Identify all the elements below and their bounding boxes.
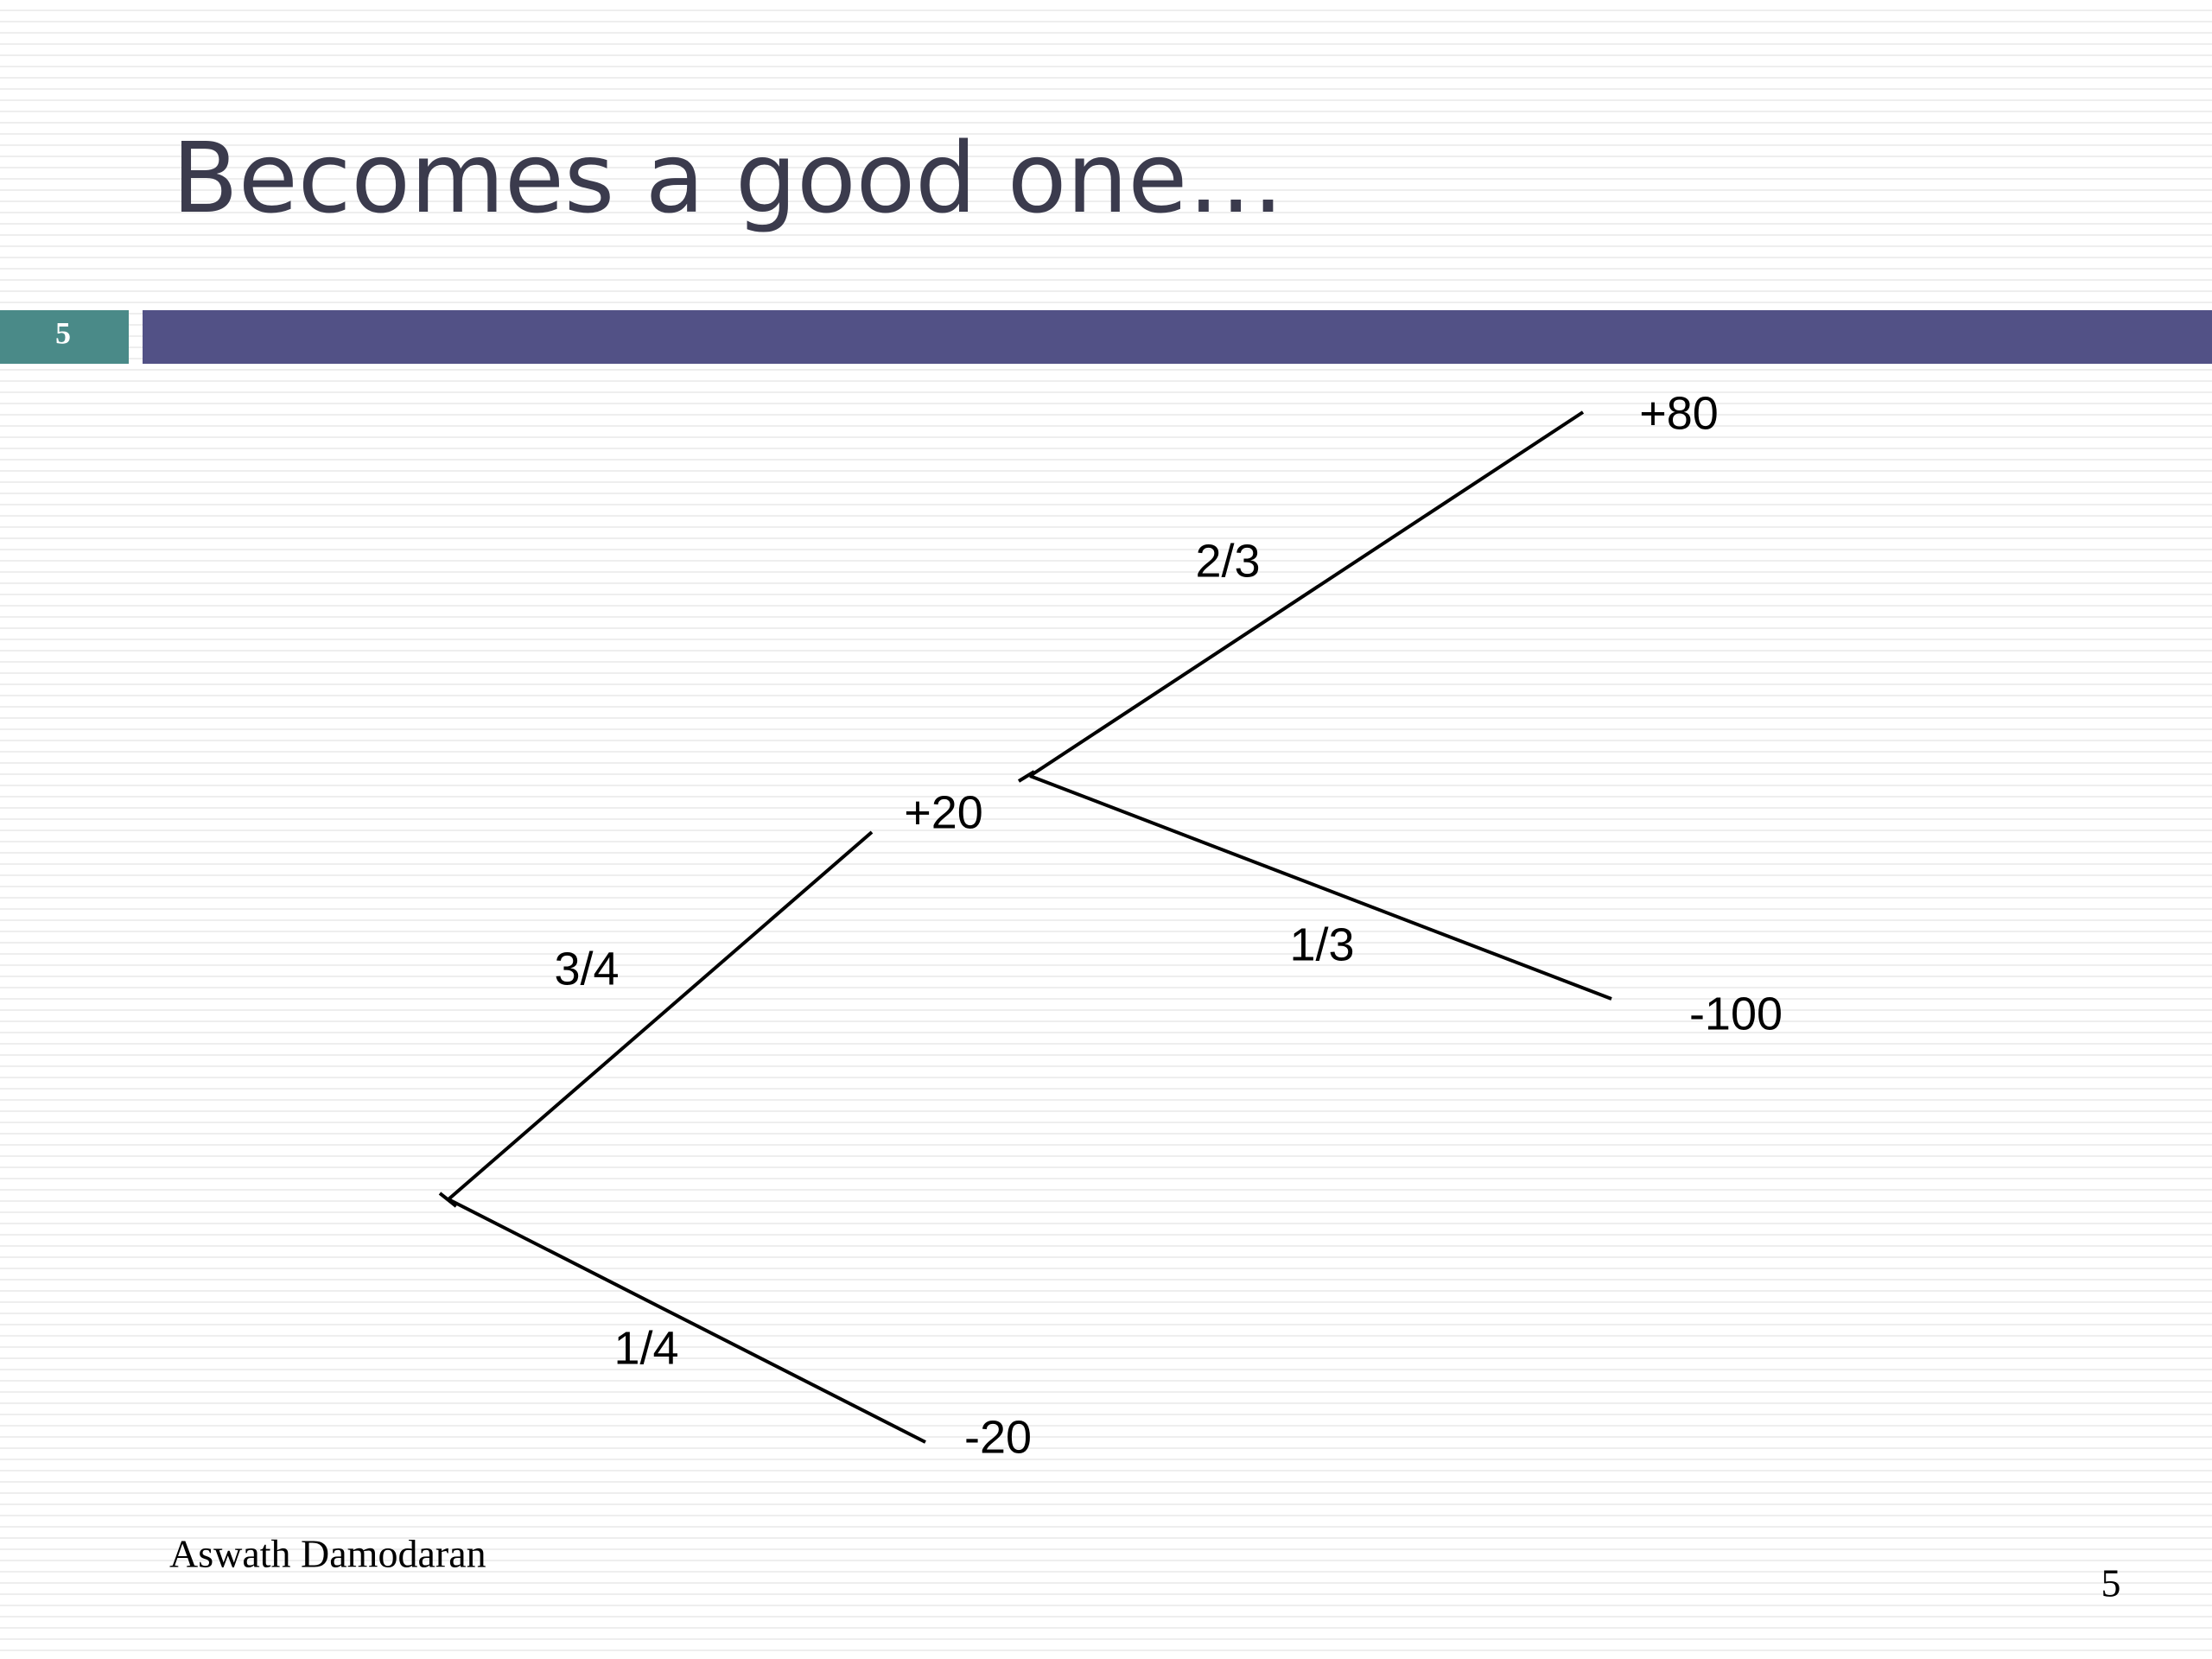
tree-edge (1029, 774, 1612, 1001)
edge-probability: 2/3 (1195, 535, 1260, 587)
node-tick (438, 1192, 458, 1208)
node-label: +80 (1639, 387, 1719, 439)
tree-edge (1028, 410, 1585, 778)
slide-number-badge (0, 310, 129, 364)
tree-edge (448, 1198, 926, 1444)
slide-badge-number: 5 (55, 315, 71, 350)
edge-probability: 3/4 (554, 943, 619, 995)
title-bar (143, 310, 2212, 364)
page-number: 5 (2101, 1561, 2121, 1605)
footer-author: Aswath Damodaran (169, 1532, 486, 1576)
node-label: -20 (964, 1411, 1032, 1463)
node-label: +20 (904, 786, 983, 838)
node-label: -100 (1689, 988, 1783, 1039)
edge-probability: 1/3 (1289, 918, 1354, 970)
slide-title: Becomes a good one… (172, 123, 1284, 235)
tree-edge (447, 830, 874, 1201)
node-tick (1017, 770, 1036, 783)
edge-probability: 1/4 (613, 1322, 678, 1374)
